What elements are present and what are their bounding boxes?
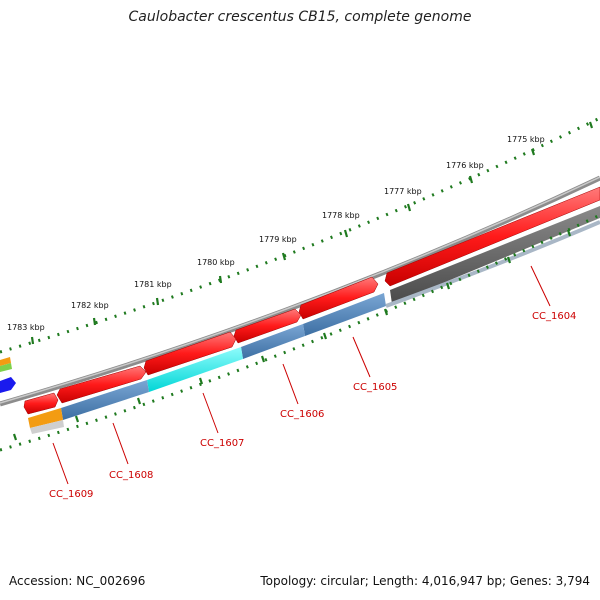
major-ticks-inner — [12, 229, 572, 441]
scale-label-1781: 1781 kbp — [134, 280, 172, 289]
leader-line-cc1604 — [530, 265, 551, 307]
gene-track — [28, 206, 600, 434]
gene-block-cc1609 — [28, 408, 63, 428]
scale-label-1775: 1775 kbp — [507, 135, 545, 144]
cds-arrow — [233, 308, 302, 344]
accession-text: Accession: NC_002696 — [9, 574, 146, 588]
gene-label-cc1609: CC_1609 — [49, 489, 93, 500]
gene-label-texts: CC_1604 CC_1605 CC_1606 CC_1607 CC_1608 … — [49, 311, 576, 500]
scale-label-1778: 1778 kbp — [322, 211, 360, 220]
cds-arrow — [298, 276, 379, 320]
gene-label-cc1607: CC_1607 — [200, 438, 244, 449]
scale-labels: 1775 kbp 1776 kbp 1777 kbp 1778 kbp 1779… — [7, 135, 545, 332]
left-edge-features — [0, 357, 16, 393]
inner-tick-ring — [0, 213, 600, 452]
forward-cds-track — [23, 186, 600, 415]
major-ticks-outer — [30, 121, 594, 345]
gene-block-cc1606 — [241, 324, 305, 359]
gene-label-cc1606: CC_1606 — [280, 409, 324, 420]
gene-block-cc1605 — [303, 293, 386, 336]
gene-block-cc1608 — [61, 380, 149, 420]
leader-line-cc1606 — [282, 363, 299, 405]
gene-label-cc1608: CC_1608 — [109, 470, 153, 481]
leader-line-cc1609 — [52, 442, 69, 485]
genome-title: Caulobacter crescentus CB15, complete ge… — [128, 9, 472, 25]
scale-label-1783: 1783 kbp — [7, 323, 45, 332]
cds-arrow — [56, 365, 147, 404]
leader-line-cc1605 — [352, 336, 371, 378]
cds-arrow — [384, 186, 600, 287]
genome-summary-text: Topology: circular; Length: 4,016,947 bp… — [260, 574, 590, 588]
genome-backbone — [0, 175, 600, 407]
scale-label-1777: 1777 kbp — [384, 187, 422, 196]
outer-tick-ring — [0, 116, 600, 354]
gene-block-cc1604 — [390, 206, 600, 304]
scale-label-1782: 1782 kbp — [71, 301, 109, 310]
gene-labels — [52, 265, 551, 485]
scale-label-1776: 1776 kbp — [446, 161, 484, 170]
gene-label-cc1604: CC_1604 — [532, 311, 576, 322]
leader-line-cc1607 — [202, 392, 219, 434]
scale-label-1780: 1780 kbp — [197, 258, 235, 267]
scale-label-1779: 1779 kbp — [259, 235, 297, 244]
cds-arrow — [23, 392, 59, 415]
leader-line-cc1608 — [112, 422, 129, 465]
cds-arrow — [143, 331, 237, 376]
gene-block-cc1607 — [147, 347, 243, 392]
gene-label-cc1605: CC_1605 — [353, 382, 397, 393]
